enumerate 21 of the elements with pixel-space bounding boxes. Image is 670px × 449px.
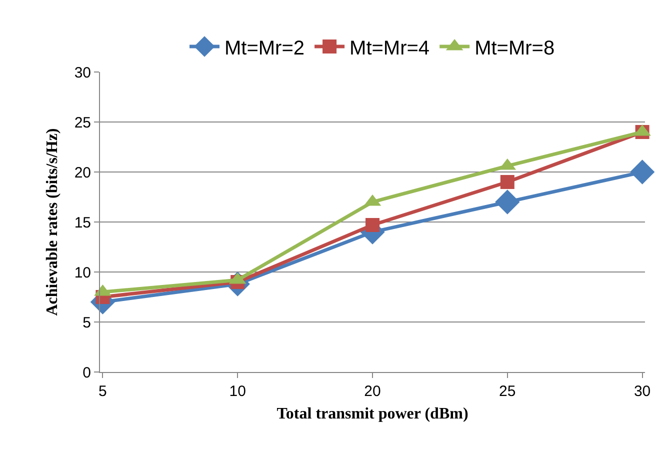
x-axis-title: Total transmit power (dBm) (276, 406, 468, 423)
x-tick-label: 10 (229, 383, 246, 400)
legend-label: Mt=Mr=4 (350, 37, 430, 60)
legend-label: Mt=Mr=8 (474, 37, 555, 60)
point (366, 218, 380, 232)
y-tick-label: 30 (74, 64, 91, 82)
x-tick-label: 25 (499, 383, 516, 400)
y-tick-label: 5 (82, 314, 91, 332)
point (495, 190, 520, 214)
y-axis-title: Achievable rates (bits/s/Hz) (44, 128, 62, 316)
y-tick-label: 15 (74, 214, 91, 232)
x-tick-label: 5 (98, 383, 107, 400)
y-tick-label: 25 (74, 114, 91, 132)
x-tick-label: 20 (364, 383, 381, 400)
point (500, 175, 514, 189)
legend-label: Mt=Mr=2 (224, 37, 305, 60)
y-tick-label: 0 (82, 364, 91, 382)
y-tick-label: 20 (74, 164, 91, 182)
point (630, 160, 655, 184)
x-tick-label: 30 (634, 383, 651, 400)
y-tick-label: 10 (74, 264, 91, 282)
